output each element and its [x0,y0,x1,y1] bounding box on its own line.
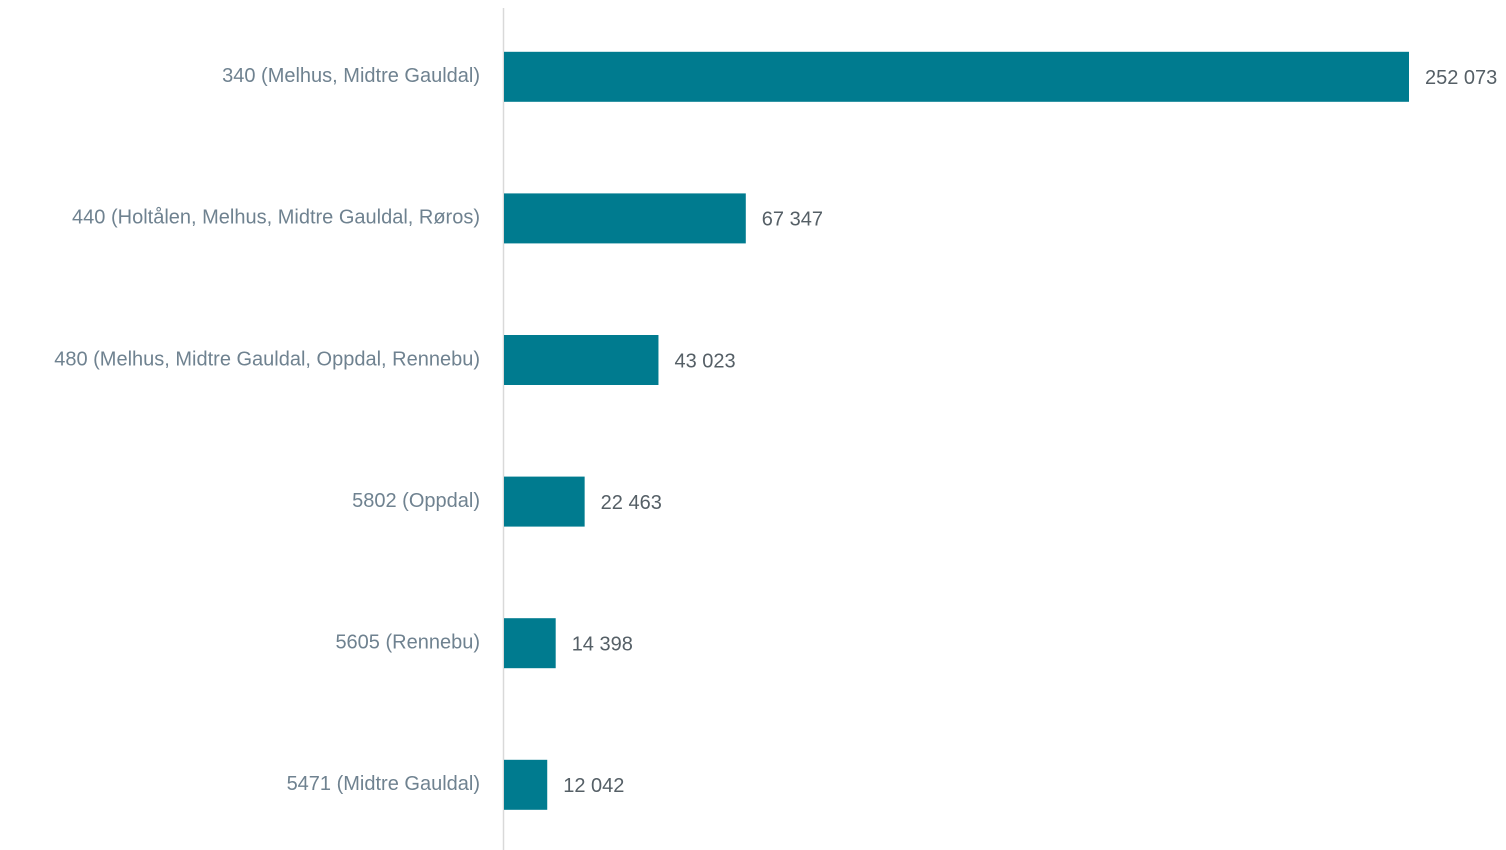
value-label: 12 042 [563,775,624,797]
category-label: 5802 (Oppdal) [352,490,480,512]
category-label: 5471 (Midtre Gauldal) [287,773,480,795]
bar [504,193,746,244]
value-label: 252 073 [1425,67,1497,89]
value-label: 22 463 [601,492,662,514]
bar [504,618,556,669]
bar [504,51,1409,102]
category-label: 340 (Melhus, Midtre Gauldal) [222,65,480,87]
category-label: 5605 (Rennebu) [335,631,480,653]
bar [504,476,585,527]
value-label: 43 023 [674,350,735,372]
category-label: 440 (Holtålen, Melhus, Midtre Gauldal, R… [72,207,480,229]
category-label: 480 (Melhus, Midtre Gauldal, Oppdal, Ren… [54,348,480,370]
value-label: 67 347 [762,209,823,231]
bar [504,335,659,385]
bar [504,759,548,810]
value-label: 14 398 [572,633,633,655]
